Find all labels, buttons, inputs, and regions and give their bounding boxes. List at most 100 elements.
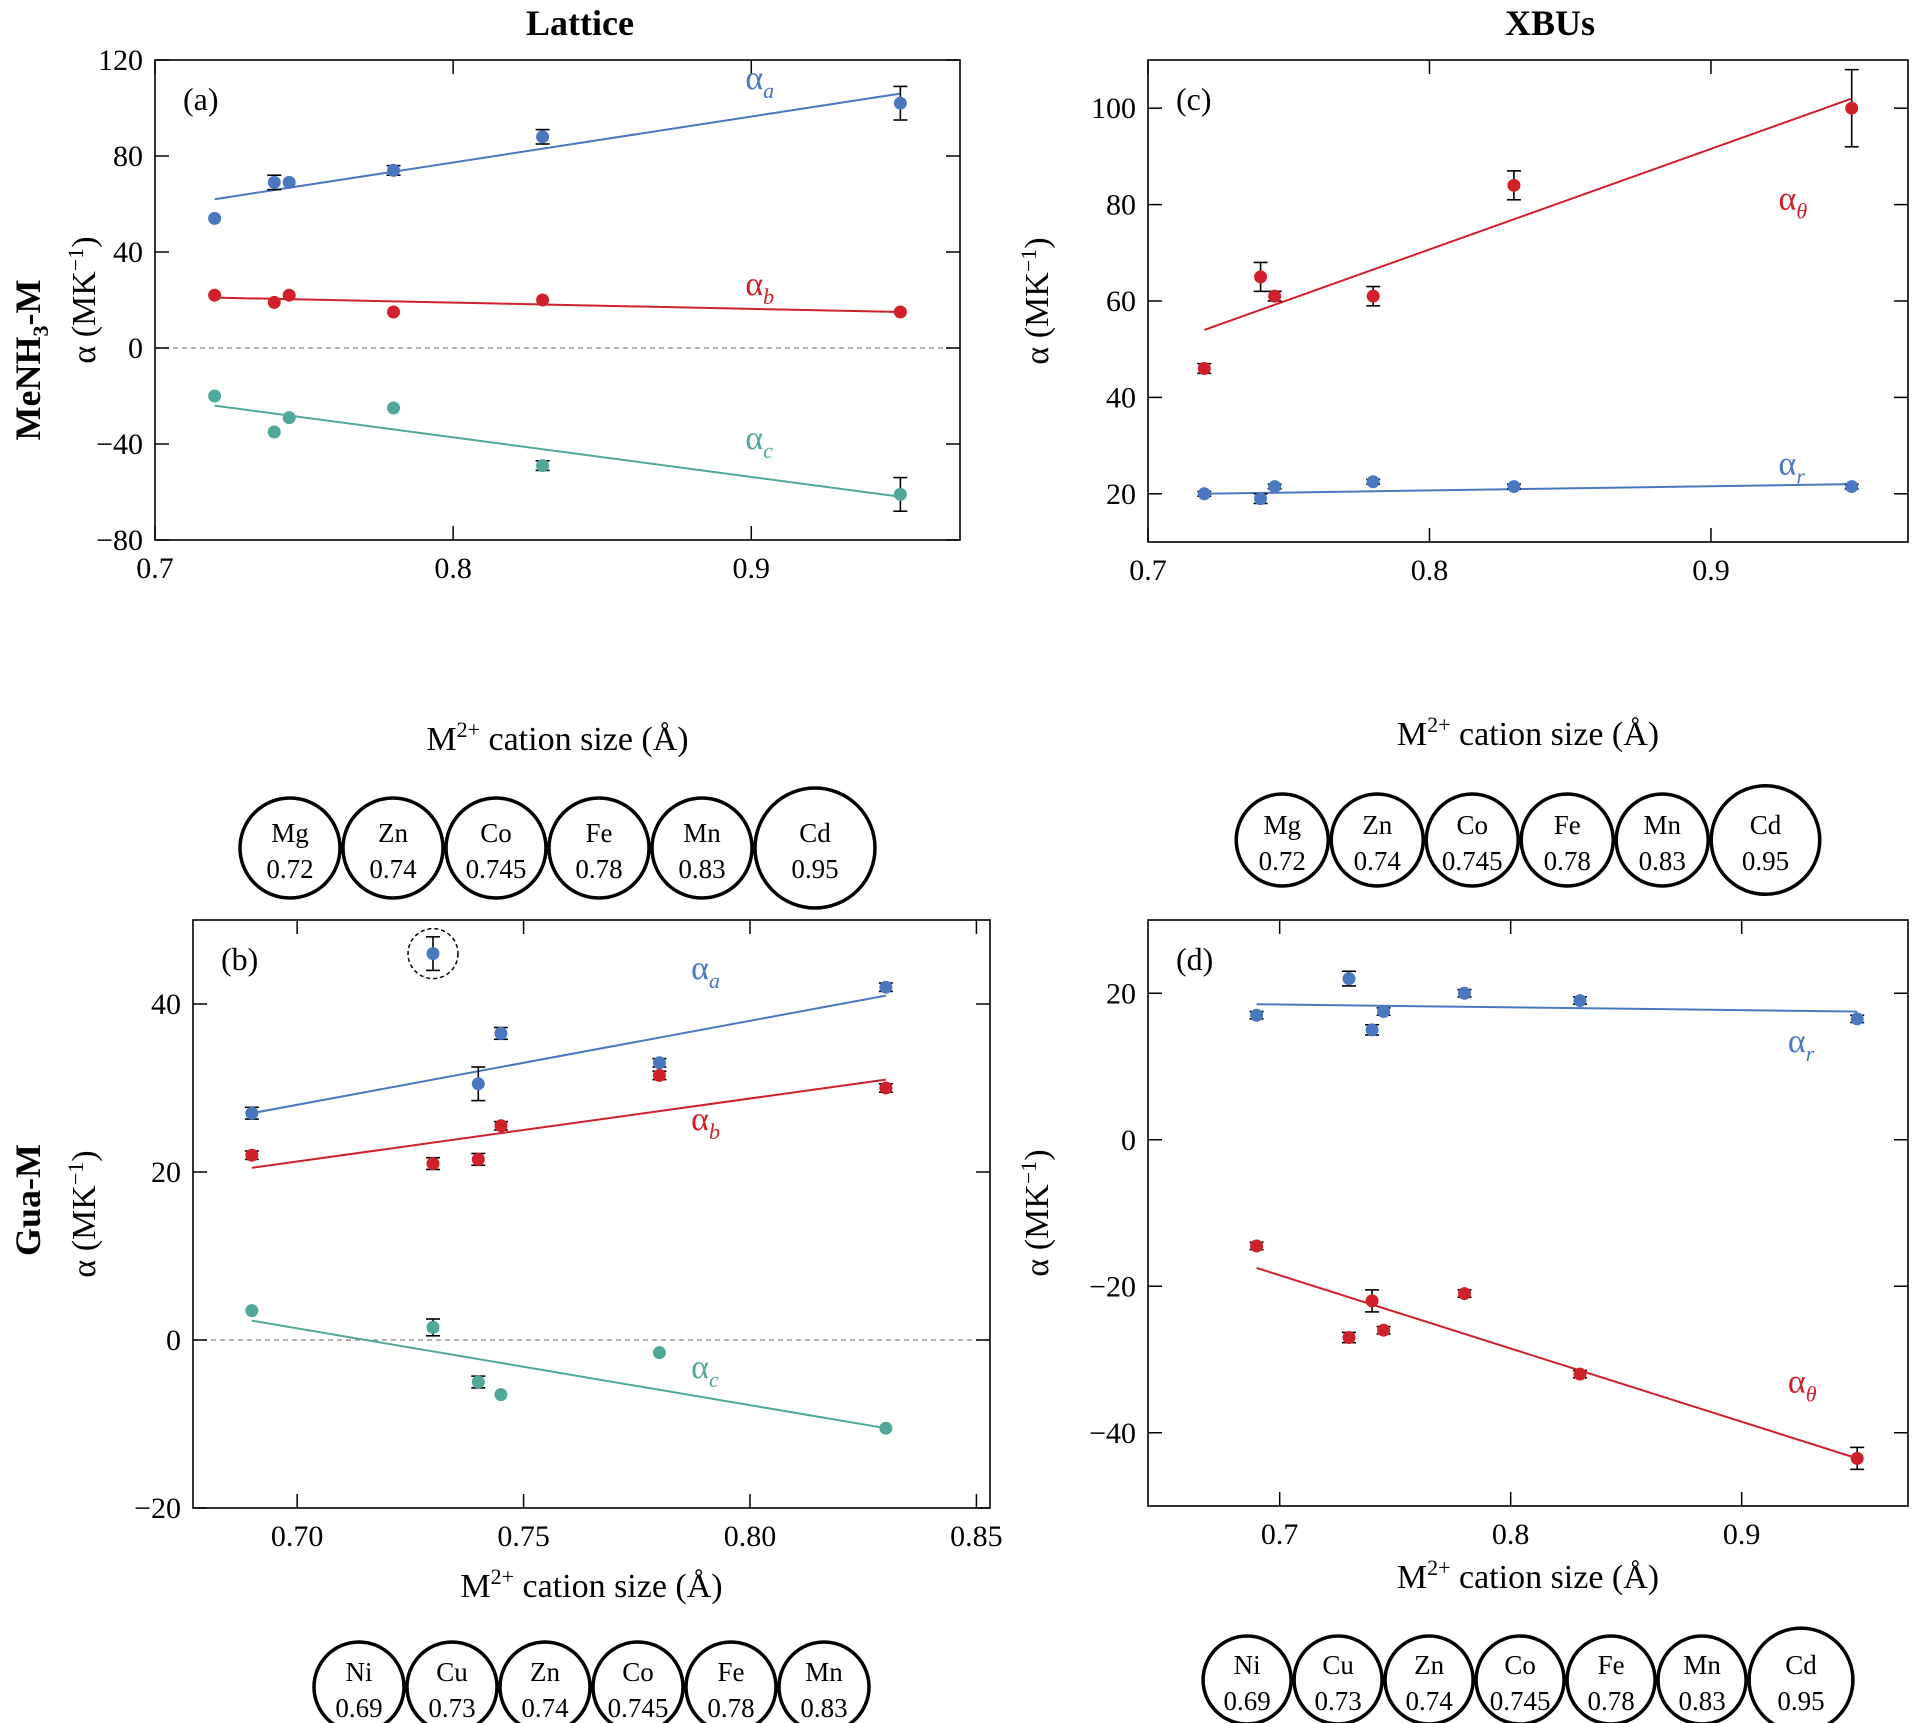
cation-size: 0.745 bbox=[608, 1693, 669, 1723]
x-tick-label: 0.7 bbox=[1129, 554, 1167, 587]
data-point bbox=[1197, 361, 1211, 375]
y-axis-title: α (MK−1) bbox=[1016, 1149, 1056, 1276]
cation-circle bbox=[1474, 1634, 1566, 1723]
y-tick-label: −20 bbox=[134, 1492, 181, 1525]
data-point bbox=[282, 411, 296, 425]
fit-line bbox=[1256, 1003, 1858, 1013]
data-point bbox=[471, 1077, 485, 1091]
cation-size: 0.73 bbox=[428, 1693, 475, 1723]
series-label-sub: θ bbox=[1796, 198, 1807, 223]
y-axis-title-close: ) bbox=[66, 1150, 103, 1161]
cation-symbol: Mn bbox=[805, 1657, 843, 1687]
data-point bbox=[879, 1421, 893, 1435]
cation-symbol: Mn bbox=[1683, 1650, 1721, 1680]
y-axis-title: α (MK−1) bbox=[63, 236, 103, 363]
cation-size: 0.74 bbox=[1405, 1686, 1453, 1716]
data-point bbox=[267, 425, 281, 439]
y-tick-label: 0 bbox=[128, 332, 143, 365]
plot-frame bbox=[192, 919, 991, 1509]
cation-size: 0.95 bbox=[1742, 846, 1789, 876]
y-tick-label: −20 bbox=[1089, 1270, 1136, 1303]
cation-circle bbox=[341, 796, 445, 900]
cation-size: 0.78 bbox=[1587, 1686, 1634, 1716]
cation-size: 0.78 bbox=[707, 1693, 754, 1723]
cation-circle bbox=[1234, 792, 1330, 888]
data-point bbox=[879, 1081, 893, 1095]
cation-symbol: Fe bbox=[1598, 1650, 1625, 1680]
series-label-symbol: α bbox=[1779, 180, 1797, 217]
data-point bbox=[494, 1119, 508, 1133]
series-label: αc bbox=[691, 1349, 719, 1392]
data-point bbox=[1507, 178, 1521, 192]
panel-label: (b) bbox=[221, 941, 258, 977]
y-tick-label: −40 bbox=[1089, 1417, 1136, 1450]
data-point bbox=[387, 401, 401, 415]
x-axis-title-rest: cation size (Å) bbox=[480, 721, 689, 758]
cation-symbol: Zn bbox=[1414, 1650, 1444, 1680]
row-title-gua: Gua-M bbox=[8, 1144, 48, 1256]
x-axis-title: M2+ cation size (Å) bbox=[1397, 1555, 1659, 1596]
data-point bbox=[536, 293, 550, 307]
x-axis-title: M2+ cation size (Å) bbox=[426, 717, 688, 758]
cation-circles: Ni 0.69 Cu 0.73 Zn 0.74 Co 0.745 Fe 0.78 Mn 0.83 Cd 0… bbox=[1201, 1626, 1855, 1723]
data-point bbox=[245, 1148, 259, 1162]
data-point bbox=[536, 459, 550, 473]
cation-circle bbox=[1292, 1634, 1384, 1723]
cation-circle bbox=[1519, 792, 1615, 888]
cation-symbol: Zn bbox=[530, 1657, 560, 1687]
data-point bbox=[1850, 1451, 1864, 1465]
y-tick-label: 80 bbox=[1106, 189, 1136, 222]
data-point bbox=[426, 1320, 440, 1334]
y-tick-label: 0 bbox=[166, 1324, 181, 1357]
x-axis-title-rest: cation size (Å) bbox=[1451, 1559, 1660, 1596]
data-point bbox=[1365, 1023, 1379, 1037]
series-label: αb bbox=[745, 266, 774, 309]
x-axis-title-sup: 2+ bbox=[457, 717, 480, 742]
series-label-symbol: α bbox=[1788, 1363, 1806, 1400]
cation-circle bbox=[591, 1640, 685, 1723]
fit-line bbox=[214, 296, 901, 313]
cation-size: 0.745 bbox=[1490, 1686, 1551, 1716]
series-label: αr bbox=[1779, 446, 1806, 489]
y-tick-label: 40 bbox=[1106, 381, 1136, 414]
series-label-symbol: α bbox=[745, 266, 763, 303]
panel-c: 0.7 0.8 0.9 20 40 60 80 100 (c) α (MK−1) M2+ catio… bbox=[1016, 59, 1909, 897]
series-label: αa bbox=[691, 950, 720, 993]
data-point bbox=[267, 175, 281, 189]
fit-line bbox=[251, 994, 887, 1115]
series-label-sub: r bbox=[1806, 1041, 1815, 1066]
data-point bbox=[245, 1304, 259, 1318]
x-axis-title-sup: 2+ bbox=[1427, 1555, 1450, 1580]
panel-label: (d) bbox=[1176, 941, 1213, 977]
data-point bbox=[1342, 972, 1356, 986]
data-point bbox=[208, 389, 222, 403]
cation-size: 0.69 bbox=[335, 1693, 382, 1723]
series-a: αa bbox=[208, 60, 908, 225]
x-axis-title-main: M bbox=[460, 1568, 490, 1605]
cation-symbol: Cd bbox=[1750, 810, 1782, 840]
y-tick-label: 0 bbox=[1121, 1124, 1136, 1157]
series-b: αb bbox=[244, 1068, 893, 1171]
data-point bbox=[208, 211, 222, 225]
y-tick-label: 40 bbox=[113, 236, 143, 269]
fit-line bbox=[214, 92, 901, 201]
y-tick-label: 20 bbox=[1106, 478, 1136, 511]
cation-symbol: Ni bbox=[1234, 1650, 1261, 1680]
plot-frame bbox=[1147, 919, 1909, 1507]
series-label-symbol: α bbox=[1788, 1023, 1806, 1060]
cation-circle bbox=[777, 1640, 871, 1723]
x-tick-label: 0.7 bbox=[136, 552, 174, 585]
data-point bbox=[387, 163, 401, 177]
series-θ: αθ bbox=[1249, 1239, 1865, 1471]
cation-symbol: Co bbox=[480, 818, 512, 848]
cation-circle bbox=[312, 1640, 406, 1723]
cation-circle bbox=[1424, 792, 1520, 888]
series-label-symbol: α bbox=[745, 420, 763, 457]
x-tick-label: 0.75 bbox=[497, 1520, 550, 1553]
data-point bbox=[1850, 1012, 1864, 1026]
series-a: αa bbox=[244, 935, 893, 1120]
data-point bbox=[208, 288, 222, 302]
series-label-sub: b bbox=[709, 1119, 720, 1144]
y-axis-title-main: α (MK bbox=[1019, 272, 1056, 365]
series-r: αr bbox=[1249, 970, 1865, 1066]
